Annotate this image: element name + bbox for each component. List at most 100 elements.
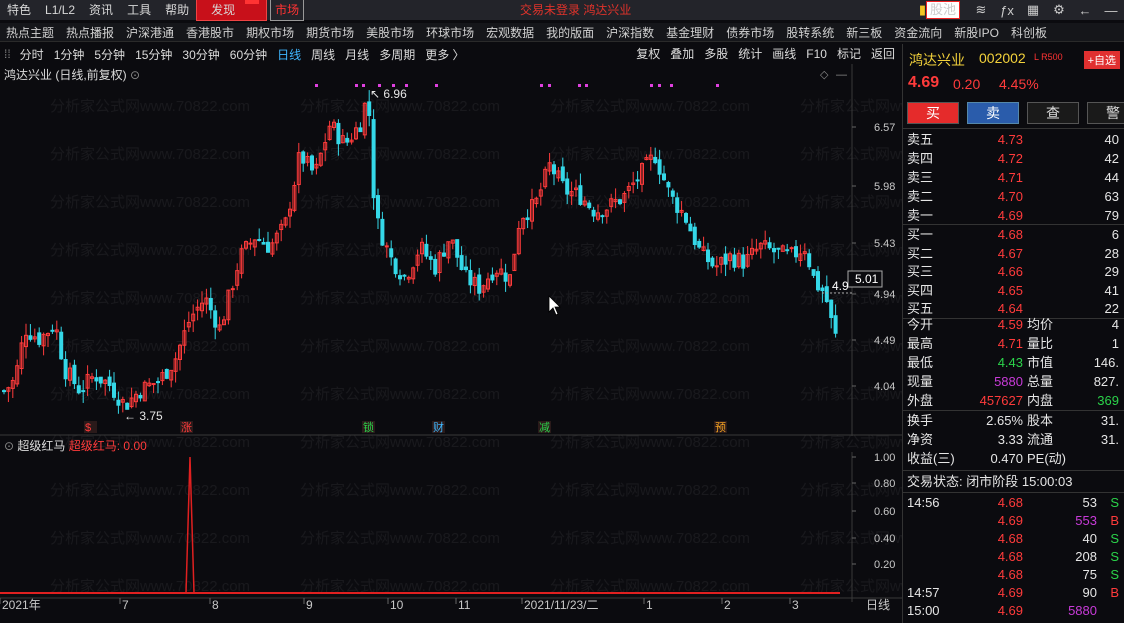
- candle-body: [292, 185, 297, 211]
- quote-row: 14:56 4.68 53 S: [903, 494, 1124, 512]
- quote-panel: 鸿达兴业 002002 L R500 +自选 4.69 0.20 4.45% 买…: [902, 44, 1124, 623]
- menu-item-0[interactable]: 特色: [7, 3, 32, 17]
- event-marker[interactable]: 预: [715, 421, 726, 434]
- grid-icon[interactable]: ⁞⁞: [4, 47, 11, 61]
- alert-button[interactable]: 警: [1087, 102, 1124, 124]
- back-arrow-icon[interactable]: ←: [1078, 2, 1092, 18]
- period-tab-5[interactable]: 60分钟: [229, 47, 268, 62]
- nav-item-9[interactable]: 我的版面: [546, 25, 595, 40]
- period-tab-7[interactable]: 周线: [311, 47, 336, 62]
- period-tab-2[interactable]: 5分钟: [94, 47, 126, 62]
- tool-button-4[interactable]: 画线: [772, 47, 797, 61]
- nav-item-2[interactable]: 沪深港通: [126, 25, 175, 40]
- nav-item-6[interactable]: 美股市场: [366, 25, 415, 40]
- event-marker[interactable]: 锁: [363, 420, 374, 434]
- tool-button-5[interactable]: F10: [806, 47, 827, 61]
- menu-item-1[interactable]: L1/L2: [45, 3, 76, 17]
- candle-body: [310, 155, 314, 171]
- candle-body: [697, 240, 702, 248]
- minus-icon[interactable]: —: [836, 69, 847, 81]
- buy-button[interactable]: 买: [907, 102, 959, 124]
- event-marker[interactable]: 减: [539, 421, 550, 434]
- candle-body: [732, 254, 737, 268]
- event-marker[interactable]: 涨: [181, 421, 192, 434]
- candle-body: [446, 241, 451, 259]
- period-tab-6[interactable]: 日线: [277, 47, 302, 62]
- formula-icon[interactable]: ƒx: [1000, 2, 1014, 18]
- gear-icon[interactable]: ⚙: [1053, 2, 1065, 17]
- tool-button-1[interactable]: 叠加: [670, 47, 695, 61]
- layers-icon[interactable]: ≋: [975, 2, 987, 17]
- nav-item-0[interactable]: 热点主题: [6, 25, 55, 40]
- quote-row: 外盘 457627 内盘 369: [903, 392, 1124, 410]
- period-tab-0[interactable]: 分时: [19, 47, 44, 62]
- candlestick-chart[interactable]: 6.57 5.98 5.43 4.94 4.49 4.04 ↖ 6.96 ← 3.75 5.01…: [0, 64, 902, 436]
- stat-label: 换手: [907, 413, 934, 428]
- candle-body: [816, 271, 820, 291]
- diamond-icon[interactable]: ◇: [820, 69, 829, 81]
- nav-item-12[interactable]: 债券市场: [726, 25, 775, 40]
- candle-body: [455, 239, 460, 258]
- nav-item-8[interactable]: 宏观数据: [486, 25, 535, 40]
- event-marker[interactable]: 财: [433, 420, 444, 434]
- tool-button-2[interactable]: 多股: [704, 47, 729, 61]
- period-tab-1[interactable]: 1分钟: [53, 47, 85, 62]
- quote-row: 卖四 4.72 42: [903, 150, 1124, 168]
- candle-body: [626, 185, 631, 191]
- tool-button-3[interactable]: 统计: [738, 47, 763, 61]
- period-tab-4[interactable]: 30分钟: [182, 47, 220, 62]
- candle-body: [398, 275, 402, 280]
- nav-item-15[interactable]: 资金流向: [894, 25, 943, 40]
- menu-item-3[interactable]: 工具: [127, 3, 152, 17]
- price-axis-label: 6.57: [874, 122, 895, 134]
- tool-button-6[interactable]: 标记: [836, 47, 861, 61]
- tick-side: B: [1110, 513, 1119, 528]
- event-marker[interactable]: $: [85, 422, 91, 434]
- menu-item-2[interactable]: 资讯: [89, 3, 114, 17]
- candle-body: [829, 299, 834, 319]
- candle-body: [648, 154, 653, 160]
- candle-body: [684, 213, 688, 223]
- tick-time: 14:57: [907, 585, 940, 600]
- tool-button-0[interactable]: 复权: [636, 47, 661, 61]
- bid-volume: 6: [1111, 227, 1119, 242]
- ask-level: 卖二: [907, 189, 934, 204]
- price-axis-label: 4.49: [874, 335, 895, 347]
- add-favorite-button[interactable]: +自选: [1083, 51, 1120, 69]
- nav-item-16[interactable]: 新股IPO: [954, 25, 999, 40]
- nav-item-13[interactable]: 股转系统: [786, 25, 835, 40]
- candle-body: [692, 226, 697, 245]
- tool-button-7[interactable]: 返回: [870, 47, 895, 61]
- candle-body: [534, 197, 539, 205]
- query-button[interactable]: 查: [1027, 102, 1079, 124]
- market-tab[interactable]: 市场: [270, 0, 305, 21]
- nav-item-14[interactable]: 新三板: [846, 25, 883, 40]
- sell-button[interactable]: 卖: [967, 102, 1019, 124]
- minimize-icon[interactable]: —: [1104, 2, 1118, 18]
- chevron-down-icon[interactable]: ⊙: [4, 439, 15, 453]
- candle-body: [239, 248, 244, 274]
- period-tab-10[interactable]: 更多 〉: [425, 47, 465, 62]
- grid-icon[interactable]: ▦: [1026, 2, 1040, 17]
- nav-item-1[interactable]: 热点播报: [66, 25, 115, 40]
- period-tab-3[interactable]: 15分钟: [135, 47, 173, 62]
- candle-body: [164, 368, 169, 379]
- discover-tab[interactable]: 发现: [196, 0, 268, 21]
- nav-item-5[interactable]: 期货市场: [306, 25, 355, 40]
- stat-label: 最高: [907, 336, 934, 351]
- period-tab-9[interactable]: 多周期: [379, 47, 416, 62]
- stock-pool-button[interactable]: 股池: [925, 1, 960, 19]
- nav-item-10[interactable]: 沪深指数: [606, 25, 655, 40]
- nav-item-11[interactable]: 基金理财: [666, 25, 715, 40]
- signal-dot: [355, 84, 358, 87]
- menu-item-4[interactable]: 帮助: [165, 3, 190, 17]
- nav-item-3[interactable]: 香港股市: [186, 25, 235, 40]
- nav-item-7[interactable]: 环球市场: [426, 25, 475, 40]
- bid-price: 4.67: [997, 245, 1023, 261]
- nav-item-4[interactable]: 期权市场: [246, 25, 295, 40]
- chevron-down-icon[interactable]: ⊙: [130, 68, 141, 82]
- period-tab-8[interactable]: 月线: [345, 47, 370, 62]
- nav-item-17[interactable]: 科创板: [1010, 25, 1047, 40]
- indicator-chart[interactable]: 1.00 0.80 0.60 0.40 0.20 2021年 7 8 9 10 11 2021/11/…: [0, 452, 902, 623]
- top-menu-bar: 特色 L1/L2 资讯 工具 帮助 发现 市场 交易未登录 鸿达兴业 ▮ 股池 ≋ ƒx …: [0, 0, 1124, 21]
